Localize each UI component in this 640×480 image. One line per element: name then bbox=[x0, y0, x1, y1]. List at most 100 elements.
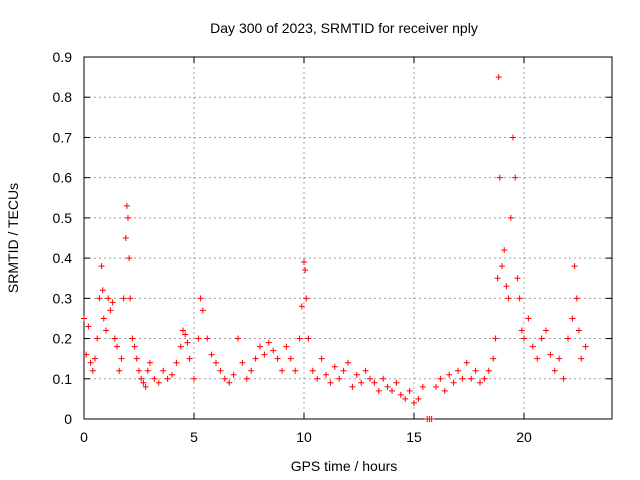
data-point bbox=[199, 307, 206, 314]
data-point bbox=[305, 335, 312, 342]
y-tick-label: 0.5 bbox=[53, 210, 73, 226]
data-point bbox=[323, 371, 329, 378]
data-point bbox=[402, 395, 409, 402]
data-point bbox=[565, 335, 571, 342]
x-axis-label: GPS time / hours bbox=[291, 458, 398, 474]
data-point bbox=[496, 174, 503, 181]
data-point bbox=[184, 339, 191, 346]
data-point bbox=[576, 327, 582, 334]
data-point bbox=[302, 267, 309, 274]
data-point bbox=[129, 335, 136, 342]
data-point bbox=[318, 355, 325, 362]
data-point bbox=[169, 371, 175, 378]
x-tick-label: 5 bbox=[190, 429, 198, 445]
data-point bbox=[345, 359, 351, 366]
data-point bbox=[186, 355, 193, 362]
data-point bbox=[367, 375, 373, 382]
data-point bbox=[125, 214, 131, 221]
y-tick-label: 0 bbox=[64, 411, 72, 427]
data-point bbox=[182, 331, 189, 338]
data-point bbox=[217, 367, 224, 374]
data-point bbox=[116, 367, 123, 374]
y-axis-label: SRMTID / TECUs bbox=[5, 183, 21, 293]
data-point bbox=[98, 263, 105, 270]
data-point bbox=[118, 355, 125, 362]
data-point bbox=[446, 371, 453, 378]
data-point bbox=[142, 383, 149, 390]
data-point bbox=[283, 343, 290, 350]
data-point bbox=[239, 359, 246, 366]
data-point bbox=[261, 351, 268, 358]
data-point bbox=[87, 359, 94, 366]
x-tick-label: 20 bbox=[516, 429, 532, 445]
data-point bbox=[437, 375, 444, 382]
data-point bbox=[243, 375, 250, 382]
data-point bbox=[538, 335, 545, 342]
data-point bbox=[298, 303, 305, 310]
data-point bbox=[463, 359, 470, 366]
data-point bbox=[208, 351, 215, 358]
data-point bbox=[481, 375, 488, 382]
data-point bbox=[114, 343, 120, 350]
data-point bbox=[450, 379, 457, 386]
data-point bbox=[571, 263, 578, 270]
y-tick-label: 0.2 bbox=[53, 331, 73, 347]
data-point bbox=[331, 363, 338, 370]
data-point bbox=[492, 335, 499, 342]
data-point bbox=[569, 315, 576, 322]
data-point bbox=[197, 295, 204, 302]
data-point bbox=[375, 387, 382, 394]
data-point bbox=[490, 355, 497, 362]
data-point bbox=[516, 295, 523, 302]
data-point bbox=[309, 367, 316, 374]
data-point bbox=[127, 295, 134, 302]
data-point bbox=[147, 359, 153, 366]
data-point bbox=[534, 355, 541, 362]
x-tick-label: 10 bbox=[296, 429, 312, 445]
data-point bbox=[529, 343, 536, 350]
data-point bbox=[362, 367, 369, 374]
data-point bbox=[397, 391, 404, 398]
data-point bbox=[287, 355, 294, 362]
data-point bbox=[501, 247, 508, 254]
data-point bbox=[505, 295, 512, 302]
data-point bbox=[389, 387, 395, 394]
chart-title: Day 300 of 2023, SRMTID for receiver npl… bbox=[210, 20, 478, 36]
data-point bbox=[160, 367, 167, 374]
plot-frame bbox=[83, 56, 613, 420]
data-point bbox=[270, 347, 277, 354]
data-point bbox=[340, 367, 347, 374]
data-point bbox=[111, 335, 118, 342]
data-point bbox=[419, 383, 426, 390]
data-point bbox=[415, 395, 422, 402]
axis-ticks: 0 0.1 0.2 0.3 0.4 0.5 0.6 0.7 0.8 0.9 0 5 10 15 20 bbox=[53, 49, 612, 445]
data-point bbox=[556, 355, 563, 362]
data-point bbox=[204, 335, 211, 342]
data-point bbox=[459, 375, 466, 382]
data-point bbox=[510, 134, 516, 141]
data-point bbox=[296, 335, 303, 342]
data-point bbox=[126, 255, 133, 262]
data-point bbox=[123, 202, 130, 209]
data-point bbox=[336, 375, 343, 382]
data-point bbox=[177, 343, 184, 350]
data-point bbox=[120, 295, 127, 302]
data-point bbox=[512, 174, 519, 181]
data-point bbox=[133, 355, 140, 362]
data-point bbox=[109, 299, 116, 306]
data-point bbox=[477, 379, 483, 386]
data-point bbox=[96, 295, 103, 302]
data-point bbox=[100, 315, 107, 322]
data-point bbox=[92, 355, 98, 362]
data-point bbox=[248, 367, 255, 374]
data-point bbox=[191, 375, 197, 382]
data-point bbox=[578, 355, 585, 362]
data-point bbox=[257, 343, 263, 350]
data-point bbox=[265, 339, 272, 346]
data-point bbox=[441, 387, 448, 394]
data-point bbox=[138, 375, 145, 382]
data-point bbox=[393, 379, 400, 386]
data-point bbox=[468, 375, 475, 382]
data-point bbox=[433, 383, 439, 390]
